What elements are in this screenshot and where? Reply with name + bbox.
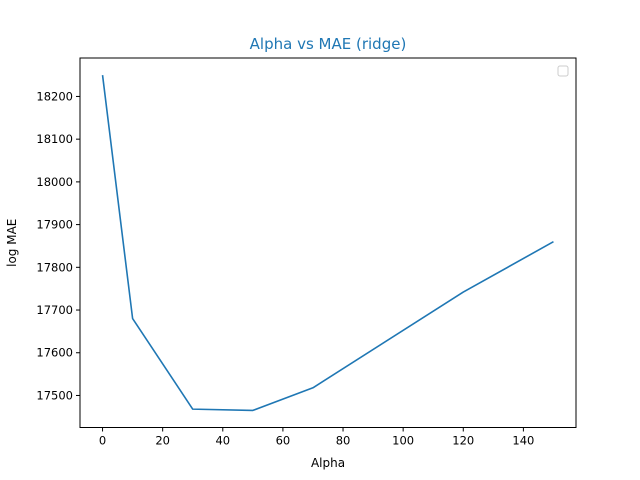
x-axis-label: Alpha	[311, 456, 345, 470]
plot-frame	[79, 57, 577, 428]
y-tick-label: 17800	[36, 260, 73, 274]
x-axis: 0 20 40 60 80 100 120 140	[99, 427, 534, 448]
y-tick-label: 17700	[36, 303, 73, 317]
plot-area	[101, 74, 554, 412]
x-tick-label: 60	[276, 434, 291, 448]
x-tick-label: 120	[452, 434, 474, 448]
y-axis: 17500 17600 17700 17800 17900 18000 18100 18200	[36, 89, 80, 402]
x-tick-label: 80	[336, 434, 351, 448]
x-tick-label: 100	[392, 434, 414, 448]
y-tick-label: 18100	[36, 132, 73, 146]
y-tick-label: 17600	[36, 346, 73, 360]
y-tick-label: 18200	[36, 89, 73, 103]
x-tick-label: 20	[155, 434, 170, 448]
chart-title: Alpha vs MAE (ridge)	[250, 35, 407, 53]
y-axis-label: log MAE	[5, 219, 19, 267]
x-tick-label: 140	[512, 434, 534, 448]
y-tick-label: 17900	[36, 218, 73, 232]
y-tick-label: 17500	[36, 388, 73, 402]
x-tick-label: 40	[215, 434, 230, 448]
x-tick-label: 0	[99, 434, 106, 448]
y-tick-label: 18000	[36, 175, 73, 189]
series-line	[101, 74, 554, 412]
legend-box	[557, 65, 569, 77]
